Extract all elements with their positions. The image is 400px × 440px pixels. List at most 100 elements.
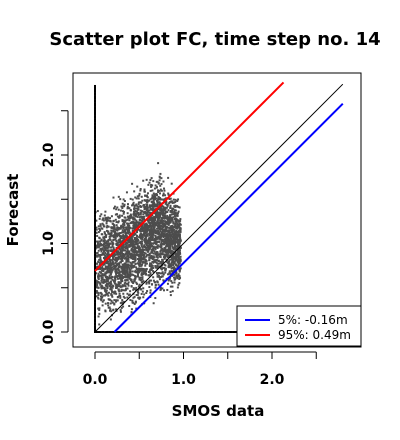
data-point (126, 207, 129, 210)
data-point (179, 231, 182, 234)
data-point (112, 262, 115, 265)
data-point (136, 215, 139, 218)
data-point (162, 192, 165, 195)
data-point (149, 272, 152, 275)
data-point (129, 299, 132, 302)
data-point (114, 266, 117, 269)
data-point (110, 233, 113, 236)
data-point (94, 115, 96, 118)
data-point (140, 232, 143, 235)
data-point (114, 261, 117, 264)
data-point (154, 229, 157, 232)
data-point (95, 272, 98, 275)
data-point (152, 205, 155, 208)
data-point (168, 270, 171, 273)
data-point (124, 287, 127, 290)
data-point (171, 241, 174, 244)
data-point (147, 183, 150, 186)
data-point (146, 233, 149, 236)
data-point (107, 216, 110, 219)
data-point (133, 246, 136, 249)
data-point (107, 238, 110, 241)
data-point (176, 199, 179, 202)
data-point (176, 227, 179, 230)
data-point (158, 278, 161, 281)
data-point (143, 234, 146, 237)
data-point (176, 235, 179, 238)
data-point (107, 291, 110, 294)
data-point (172, 237, 175, 240)
data-point (119, 240, 122, 243)
data-point (130, 257, 133, 260)
data-point (124, 253, 127, 256)
data-point (119, 296, 122, 299)
data-point (94, 99, 96, 102)
data-point (151, 251, 154, 254)
data-point (98, 275, 101, 278)
data-point (141, 263, 144, 266)
data-point (107, 264, 110, 267)
data-point (123, 267, 126, 270)
data-point (94, 286, 96, 289)
data-point (104, 249, 107, 252)
data-point (138, 247, 141, 250)
data-point (166, 214, 169, 217)
data-point (146, 210, 149, 213)
data-point (137, 288, 140, 291)
data-point (110, 215, 113, 218)
data-point (131, 227, 134, 230)
data-point (162, 232, 165, 235)
data-point (123, 246, 126, 249)
data-point (145, 214, 148, 217)
data-point (138, 216, 141, 219)
data-point (121, 284, 124, 287)
data-point (141, 226, 144, 229)
data-point (103, 256, 106, 259)
data-point (166, 242, 169, 245)
data-point (165, 225, 168, 228)
data-point (143, 239, 146, 242)
data-point (165, 206, 168, 209)
data-point (171, 227, 174, 230)
data-point (149, 240, 152, 243)
data-point (119, 281, 122, 284)
data-point (115, 263, 118, 266)
data-point (129, 245, 132, 248)
data-point (94, 224, 96, 227)
data-point (149, 289, 152, 292)
data-point (112, 265, 115, 268)
data-point (123, 255, 126, 258)
data-point (200, 331, 203, 333)
data-point (163, 217, 166, 220)
data-point (138, 229, 141, 232)
data-point (103, 253, 106, 256)
data-point (94, 141, 96, 144)
data-point (134, 196, 137, 199)
data-point (156, 273, 159, 276)
data-point (148, 331, 151, 333)
data-point (109, 331, 112, 333)
data-point (117, 255, 120, 258)
data-point (172, 213, 175, 216)
data-point (94, 327, 96, 330)
data-point (158, 240, 161, 243)
data-point (154, 260, 157, 263)
data-point (102, 281, 105, 284)
data-point (177, 238, 180, 241)
data-point (167, 264, 170, 267)
data-point (103, 286, 106, 289)
data-point (149, 262, 152, 265)
data-point (140, 215, 143, 218)
data-point (149, 291, 152, 294)
data-point (170, 258, 173, 261)
data-point (179, 258, 182, 261)
data-point (172, 242, 175, 245)
data-point (167, 223, 170, 226)
data-point (145, 227, 148, 230)
data-point (126, 222, 129, 225)
data-point (161, 287, 164, 290)
data-point (136, 195, 139, 198)
data-point (121, 266, 124, 269)
data-point (122, 227, 125, 230)
data-point (127, 232, 130, 235)
